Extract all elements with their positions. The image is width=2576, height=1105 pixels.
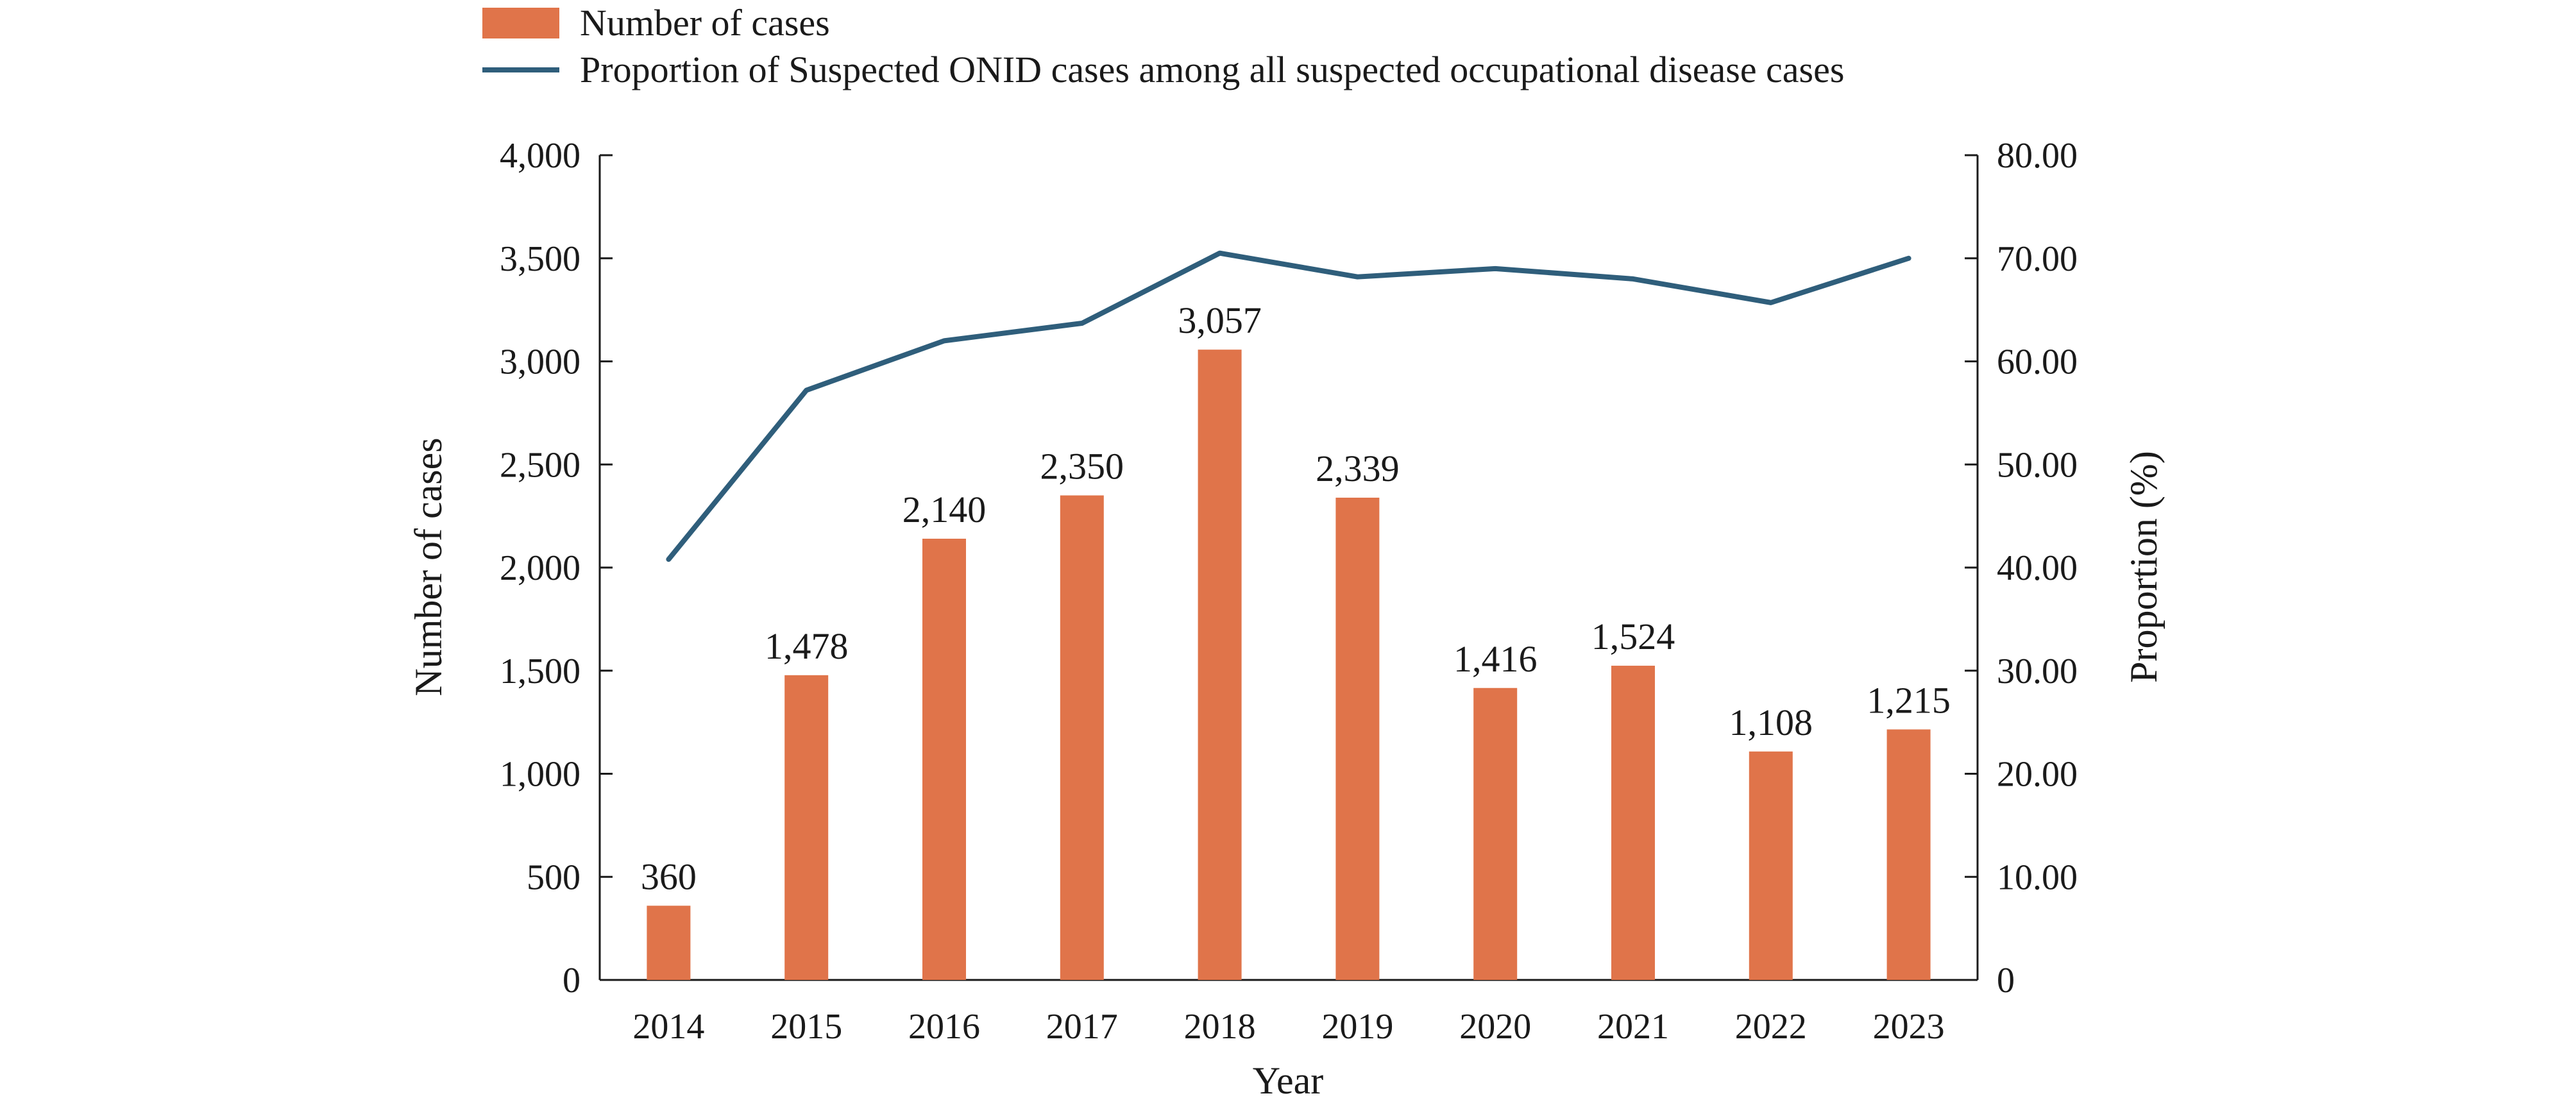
x-tick-label: 2020 — [1459, 1007, 1531, 1047]
proportion-line — [666, 250, 1911, 562]
x-tick-label: 2016 — [908, 1007, 980, 1047]
x-tick-label: 2015 — [770, 1007, 842, 1047]
legend-label-cases: Number of cases — [580, 2, 830, 44]
y-tick-label-left: 2,500 — [500, 445, 580, 485]
bar-labels: 360 1,478 2,140 2,350 3,057 2,339 1,416 1,524 1,… — [641, 299, 1951, 897]
y-tick-label-right: 50.00 — [1997, 445, 2078, 485]
legend-swatch-cases — [482, 8, 559, 38]
bar — [1886, 729, 1931, 980]
bar-value-label: 1,215 — [1867, 679, 1951, 721]
bar-value-label: 2,140 — [902, 489, 987, 530]
line-series — [666, 250, 1911, 562]
x-tick-label: 2018 — [1184, 1007, 1256, 1047]
y-tick-label-right: 20.00 — [1997, 755, 2078, 795]
y-tick-label-right: 30.00 — [1997, 652, 2078, 691]
bar — [1473, 687, 1518, 980]
x-tick-label: 2022 — [1735, 1007, 1807, 1047]
x-axis-title: Year — [1253, 1059, 1324, 1102]
y-tick-label-left: 3,000 — [500, 342, 580, 382]
y-tick-label-right: 60.00 — [1997, 342, 2078, 382]
y-axis-right-title: Proportion (%) — [2123, 451, 2165, 683]
y-tick-label-right: 10.00 — [1997, 857, 2078, 897]
bar — [922, 538, 966, 980]
bar-value-label: 360 — [641, 856, 697, 897]
y-tick-label-right: 0 — [1997, 961, 2015, 1000]
x-tick-label: 2017 — [1046, 1007, 1118, 1047]
x-tick-label: 2021 — [1597, 1007, 1669, 1047]
y-tick-label-left: 1,000 — [500, 755, 580, 795]
legend-label-proportion: Proportion of Suspected ONID cases among… — [580, 49, 1844, 90]
y-tick-label-right: 70.00 — [1997, 239, 2078, 279]
bar — [1198, 350, 1242, 980]
y-axis-left-title: Number of cases — [407, 437, 450, 696]
bar-value-label: 3,057 — [1178, 299, 1262, 341]
y-tick-label-left: 3,500 — [500, 239, 580, 279]
y-tick-label-left: 1,500 — [500, 652, 580, 691]
x-tick-label: 2019 — [1321, 1007, 1393, 1047]
bar — [1335, 498, 1380, 980]
y-tick-label-left: 0 — [563, 961, 580, 1000]
y-tick-label-right: 40.00 — [1997, 548, 2078, 588]
x-tick-label: 2014 — [632, 1007, 704, 1047]
bar — [784, 675, 829, 980]
y-tick-label-right: 80.00 — [1997, 136, 2078, 176]
bar-value-label: 1,478 — [765, 625, 849, 667]
y-tick-label-left: 500 — [527, 857, 580, 897]
bar-value-label: 2,339 — [1316, 448, 1400, 489]
bar-value-label: 1,108 — [1729, 702, 1813, 743]
y-tick-label-left: 4,000 — [500, 136, 580, 176]
bar — [1611, 666, 1655, 980]
bar — [1749, 751, 1793, 980]
bars — [647, 350, 1931, 980]
bar — [647, 906, 691, 980]
legend: Number of cases Proportion of Suspected … — [482, 2, 1844, 90]
bar-value-label: 1,524 — [1591, 616, 1675, 657]
bar — [1060, 495, 1104, 980]
y-tick-label-left: 2,000 — [500, 548, 580, 588]
bar-value-label: 1,416 — [1453, 638, 1538, 680]
axes: 0 0 500 10.00 1,000 20.00 1,500 30.00 2,000 40.00… — [500, 136, 2078, 1047]
bar-value-label: 2,350 — [1040, 445, 1124, 487]
x-tick-label: 2023 — [1873, 1007, 1945, 1047]
